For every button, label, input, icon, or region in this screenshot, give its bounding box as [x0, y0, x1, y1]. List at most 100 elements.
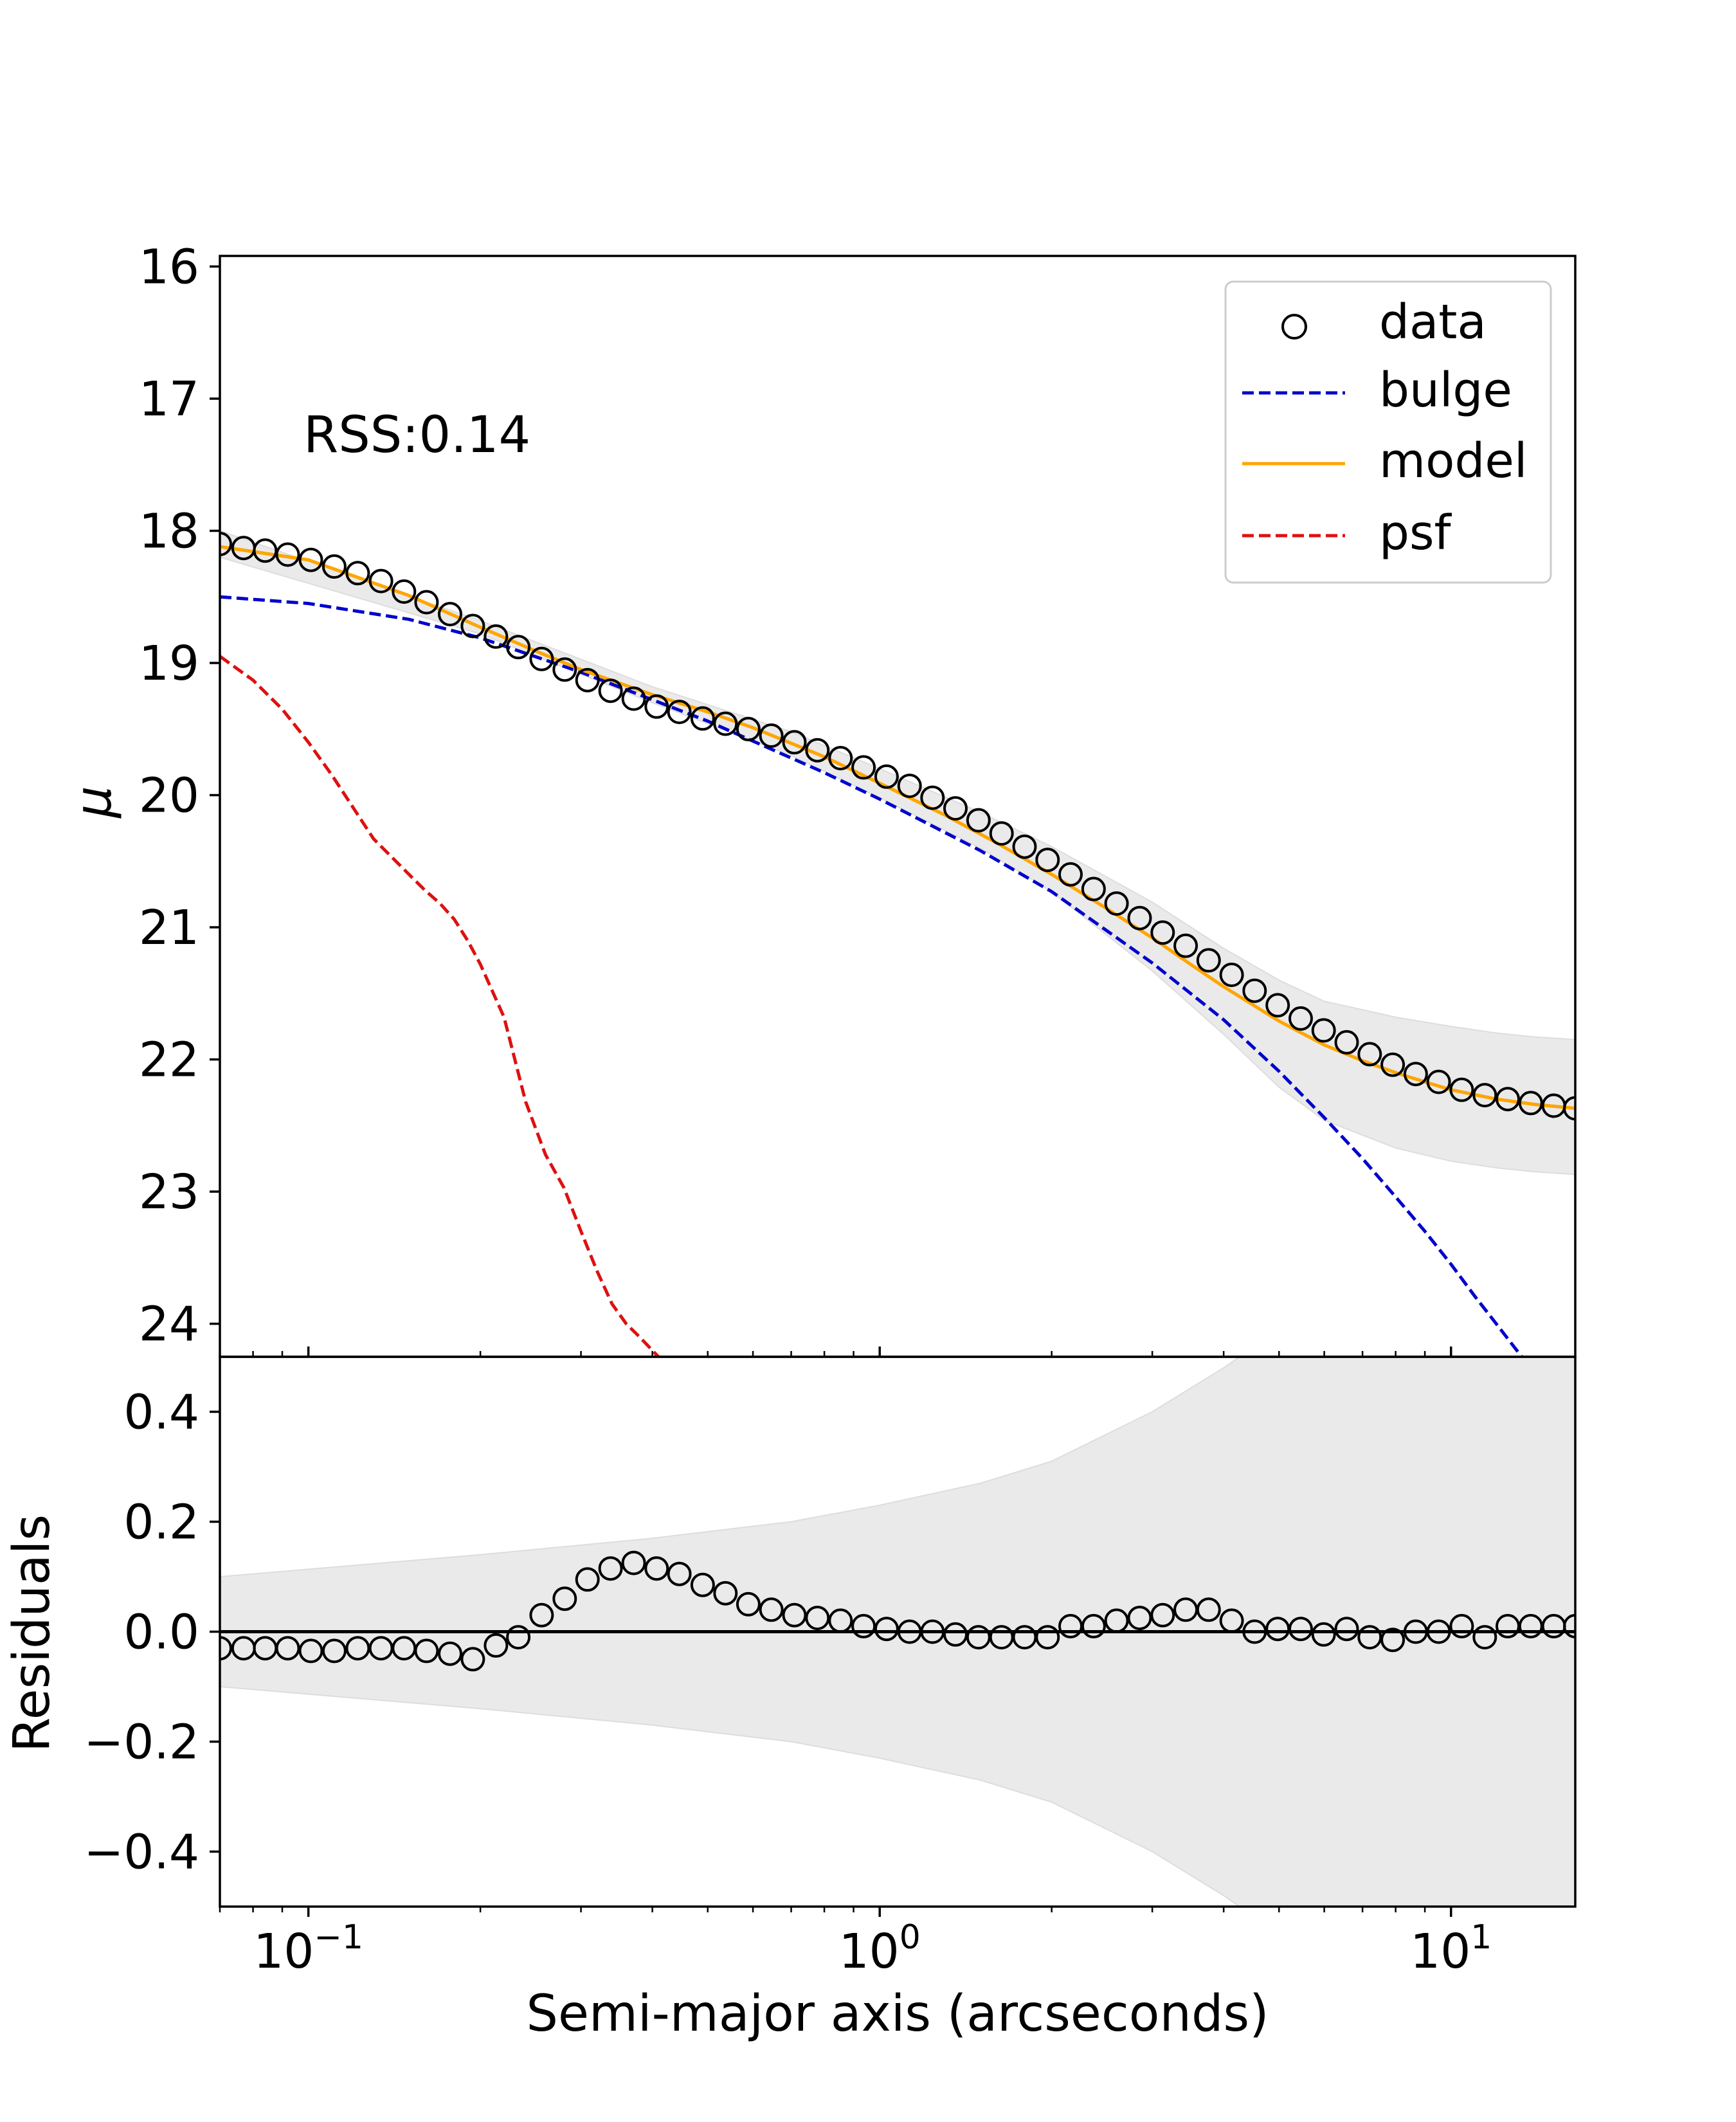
x-tick-label: 10−1 — [253, 1918, 363, 1979]
residual-point — [690, 1572, 715, 1597]
data-point — [321, 554, 347, 579]
data-point — [1518, 1091, 1543, 1116]
residual-point — [1219, 1608, 1244, 1633]
x-tick-label: 100 — [839, 1918, 921, 1979]
data-point — [690, 706, 715, 731]
y-tick-label: 24 — [139, 1297, 199, 1352]
psf-curve — [220, 655, 660, 1357]
data-point — [621, 686, 646, 711]
data-point — [920, 785, 945, 810]
legend-label-model: model — [1379, 433, 1527, 489]
data-point — [484, 624, 509, 649]
y-tick-label: 0.2 — [123, 1495, 199, 1550]
data-point — [736, 716, 761, 741]
residual-point — [1311, 1622, 1336, 1647]
residual-point — [414, 1638, 439, 1664]
data-point — [1449, 1077, 1474, 1102]
y-axis-label-mu: μ — [65, 786, 123, 819]
data-point — [1472, 1083, 1497, 1108]
y-tick-label: 0.0 — [123, 1605, 199, 1660]
data-point — [1334, 1029, 1359, 1055]
residual-point — [1196, 1597, 1221, 1622]
data-point — [1035, 848, 1060, 873]
data-point — [1196, 948, 1221, 973]
residual-point — [345, 1636, 370, 1661]
residual-point — [220, 1636, 232, 1661]
data-point — [713, 711, 738, 736]
bulge-curve — [220, 595, 1523, 1357]
data-point — [828, 746, 853, 770]
y-tick-label: −0.2 — [84, 1715, 199, 1770]
data-point — [438, 602, 462, 626]
profile-uncertainty-band — [220, 530, 1575, 1175]
residual-point — [529, 1602, 554, 1628]
residual-point — [321, 1638, 347, 1664]
residual-point — [275, 1636, 300, 1661]
data-point — [253, 538, 278, 563]
y-tick-label: 20 — [139, 768, 199, 824]
data-point — [644, 694, 669, 719]
residual-point — [874, 1617, 899, 1642]
legend-label-bulge: bulge — [1379, 363, 1512, 418]
residual-point — [782, 1602, 807, 1628]
residual-point — [1127, 1606, 1152, 1631]
residual-point — [484, 1633, 509, 1658]
residuals-y-ticks: 0.4 0.2 0.0 −0.2 −0.4 — [84, 1385, 220, 1880]
data-point — [943, 796, 968, 821]
data-point — [851, 755, 876, 780]
profile-lines — [220, 545, 1575, 1357]
data-point — [1563, 1096, 1575, 1121]
residual-point — [1334, 1617, 1359, 1642]
residual-point — [575, 1567, 600, 1592]
data-point — [897, 774, 922, 799]
residual-point — [713, 1581, 738, 1606]
data-point — [1081, 876, 1106, 902]
data-point — [1012, 834, 1037, 859]
y-tick-label: 17 — [139, 372, 199, 427]
data-point — [368, 568, 393, 594]
residual-point — [1449, 1613, 1474, 1638]
data-point — [392, 579, 417, 604]
y-tick-label: 19 — [139, 636, 199, 691]
data-point — [1311, 1018, 1336, 1043]
residual-point — [943, 1622, 968, 1647]
data-point — [1403, 1062, 1428, 1087]
rss-annotation: RSS:0.14 — [303, 406, 530, 464]
y-tick-label: 16 — [139, 239, 199, 295]
legend-label-psf: psf — [1379, 505, 1452, 561]
data-point — [1380, 1052, 1406, 1077]
residual-points — [220, 1550, 1575, 1672]
data-point — [805, 738, 830, 763]
residual-point — [1242, 1619, 1267, 1644]
data-point — [1426, 1069, 1451, 1094]
residual-point — [460, 1647, 485, 1672]
data-point — [529, 646, 554, 671]
data-point — [598, 678, 623, 703]
data-point — [220, 532, 232, 556]
data-point — [1219, 963, 1244, 987]
residual-point — [1426, 1619, 1451, 1644]
residual-point — [1035, 1625, 1060, 1650]
residual-point — [736, 1592, 761, 1617]
legend: data bulge model psf — [1224, 280, 1552, 584]
data-point — [989, 821, 1014, 846]
data-point — [1173, 933, 1198, 958]
residual-point — [1563, 1613, 1575, 1638]
residual-point — [1150, 1602, 1175, 1628]
residual-point — [506, 1625, 531, 1650]
data-point — [1357, 1042, 1382, 1067]
data-point — [552, 657, 577, 682]
data-point — [1242, 978, 1267, 1003]
y-tick-label: 0.4 — [123, 1385, 199, 1440]
data-point — [1127, 905, 1152, 930]
residual-point — [828, 1608, 853, 1633]
data-point — [1265, 993, 1290, 1018]
data-point — [1058, 862, 1083, 887]
data-point — [460, 613, 485, 639]
data-point — [667, 700, 692, 725]
residual-point — [621, 1550, 646, 1575]
residual-point — [298, 1638, 323, 1664]
x-axis-label: Semi-major axis (arcseconds) — [526, 1985, 1269, 2043]
profile-band — [220, 530, 1575, 1175]
